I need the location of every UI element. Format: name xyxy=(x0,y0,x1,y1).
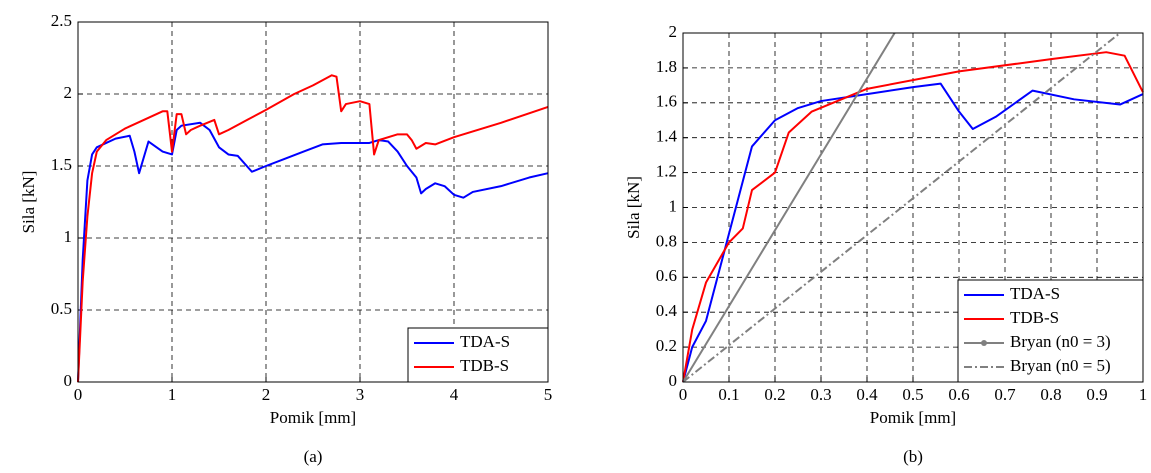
x-axis-label: Pomik [mm] xyxy=(870,408,956,427)
legend-label: TDA-S xyxy=(460,332,510,351)
y-tick-label: 2.5 xyxy=(51,11,72,30)
plot-frame xyxy=(682,32,1144,383)
y-tick-label: 1 xyxy=(64,227,73,246)
y-tick-label: 1.4 xyxy=(656,127,678,146)
data-line xyxy=(682,51,1144,383)
x-tick-label: 0 xyxy=(679,385,688,404)
y-tick-label: 0.5 xyxy=(51,299,72,318)
legend-box xyxy=(957,279,1144,383)
plot-area xyxy=(78,22,548,382)
x-tick-label: 5 xyxy=(544,385,553,404)
x-tick-label: 3 xyxy=(356,385,365,404)
x-tick-label: 1 xyxy=(1139,385,1148,404)
y-tick-label: 2 xyxy=(669,22,678,41)
legend-label: TDB-S xyxy=(460,356,509,375)
x-tick-label: 0.9 xyxy=(1086,385,1107,404)
y-tick-label: 2 xyxy=(64,83,73,102)
x-tick-label: 4 xyxy=(450,385,459,404)
legend-label: Bryan (n0 = 3) xyxy=(1010,332,1111,351)
legend-label: TDB-S xyxy=(1010,308,1059,327)
x-tick-label: 0.2 xyxy=(764,385,785,404)
x-tick-label: 0 xyxy=(74,385,83,404)
legend-label: TDA-S xyxy=(1010,284,1060,303)
y-tick-label: 1.5 xyxy=(51,155,72,174)
y-tick-label: 0 xyxy=(64,371,73,390)
y-axis-label: Sila [kN] xyxy=(624,176,643,239)
data-line xyxy=(682,32,896,383)
x-tick-label: 0.7 xyxy=(994,385,1016,404)
x-tick-label: 0.4 xyxy=(856,385,878,404)
y-tick-label: 1.2 xyxy=(656,162,677,181)
y-tick-label: 0.6 xyxy=(656,266,677,285)
y-tick-label: 0.2 xyxy=(656,336,677,355)
x-axis-label: Pomik [mm] xyxy=(270,408,356,427)
x-tick-label: 0.8 xyxy=(1040,385,1061,404)
legend-box xyxy=(407,327,549,383)
x-tick-label: 0.1 xyxy=(718,385,739,404)
y-tick-label: 1.6 xyxy=(656,92,677,111)
x-tick-label: 0.6 xyxy=(948,385,969,404)
y-tick-label: 0.8 xyxy=(656,231,677,250)
legend-label: Bryan (n0 = 5) xyxy=(1010,356,1111,375)
y-tick-label: 1 xyxy=(669,196,678,215)
data-line xyxy=(77,121,549,383)
plot-frame xyxy=(77,21,549,383)
data-line xyxy=(682,32,1121,383)
x-tick-label: 2 xyxy=(262,385,271,404)
y-tick-label: 0.4 xyxy=(656,301,678,320)
legend-marker xyxy=(981,340,987,346)
x-tick-label: 0.5 xyxy=(902,385,923,404)
y-axis-label: Sila [kN] xyxy=(19,171,38,234)
x-tick-label: 1 xyxy=(168,385,177,404)
y-tick-label: 1.8 xyxy=(656,57,677,76)
panel-label: (a) xyxy=(304,447,323,466)
data-line xyxy=(77,74,549,383)
panel-label: (b) xyxy=(903,447,923,466)
y-tick-label: 0 xyxy=(669,371,678,390)
x-tick-label: 0.3 xyxy=(810,385,831,404)
